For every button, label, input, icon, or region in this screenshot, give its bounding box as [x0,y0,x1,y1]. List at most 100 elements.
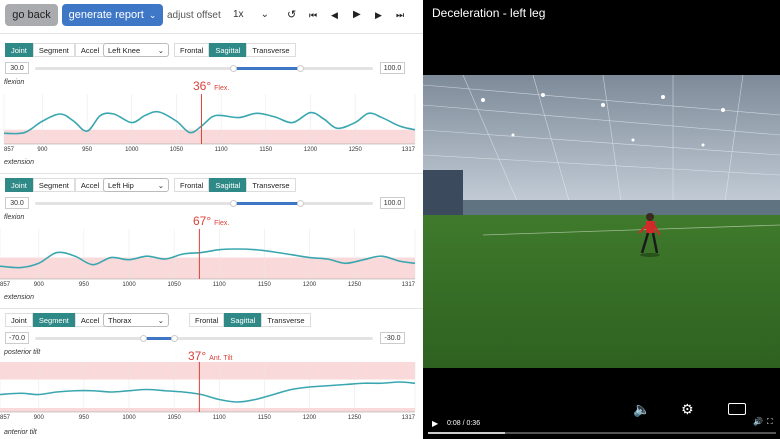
mode-tab-joint[interactable]: Joint [5,43,33,57]
line-chart[interactable]: 857 900 950 1000 1050 1100 1150 1200 1250 1317 [0,362,423,432]
reading-value: 36° [193,79,212,93]
mode-tab-joint[interactable]: Joint [5,313,33,327]
speed-select[interactable]: 1x ⌄ [233,9,269,20]
fullscreen-icon[interactable]: ⛶ [767,417,773,426]
mode-tab-accel[interactable]: Accel [74,313,106,327]
plane-tab-frontal[interactable]: Frontal [189,313,225,327]
range-slider-fill [143,337,174,340]
chevron-down-icon: ⌄ [157,45,164,55]
plane-tabs: Frontal Sagittal Transverse [174,178,296,192]
play-icon[interactable]: ▶ [353,9,361,20]
mode-tabs: Joint Segment Accel [5,178,106,192]
x-tick-label: 900 [37,147,48,153]
range-min-input[interactable]: 30.0 [5,197,29,209]
x-tick-label: 1200 [304,147,318,153]
plane-tab-frontal[interactable]: Frontal [174,43,210,57]
speed-value: 1x [233,9,244,20]
stadium-scene [423,75,780,368]
pip-icon[interactable] [728,403,746,415]
x-tick-label: 950 [82,147,93,153]
line-chart[interactable]: 857 900 950 1000 1050 1100 1150 1200 1250 1317 [0,229,423,299]
video-progress-bar[interactable] [428,432,776,434]
x-tick-label: 857 [0,282,11,288]
mode-tabs: Joint Segment Accel [5,43,106,57]
x-tick-label: 857 [4,147,15,153]
generate-report-label: generate report [68,9,144,21]
range-min-input[interactable]: 30.0 [5,62,29,74]
bottom-axis-label: anterior tilt [4,429,37,436]
volume-icon[interactable]: 🔊 [753,417,763,426]
volume-icon[interactable]: 🔈 [633,401,651,417]
range-max-input[interactable]: 100.0 [380,62,405,74]
generate-report-button[interactable]: generate report ⌄ [62,4,163,26]
chevron-down-icon: ⌄ [157,180,164,190]
panel-divider [0,173,423,174]
plane-tabs: Frontal Sagittal Transverse [189,313,311,327]
x-tick-label: 1317 [402,415,416,421]
reading-value: 67° [193,214,212,228]
range-slider-min-handle[interactable] [140,335,147,342]
chevron-down-icon: ⌄ [148,9,157,20]
segment-select[interactable]: Left Hip ⌄ [103,178,169,192]
skip-end-icon[interactable]: ⏭ [396,10,405,20]
undo-icon[interactable]: ↺ [287,9,297,21]
range-max-input[interactable]: 100.0 [380,197,405,209]
range-slider-max-handle[interactable] [297,65,304,72]
x-tick-label: 950 [79,282,90,288]
go-back-button[interactable]: go back [5,4,58,26]
reading-unit: Flex. [214,85,230,92]
mode-tab-segment[interactable]: Segment [32,43,75,57]
current-reading: 36° Flex. [193,77,229,95]
x-tick-label: 1250 [348,147,362,153]
video-title: Deceleration - left leg [432,6,546,20]
analysis-panel: go back generate report ⌄ adjust offset … [0,4,423,439]
video-time: 0:08 / 0:36 [447,420,481,427]
range-slider-min-handle[interactable] [230,65,237,72]
mode-tab-accel[interactable]: Accel [74,178,106,192]
plane-tab-sagittal[interactable]: Sagittal [209,43,247,57]
plane-tab-sagittal[interactable]: Sagittal [209,178,247,192]
range-slider-track[interactable] [35,67,373,70]
skip-start-icon[interactable]: ⏮ [309,10,318,20]
line-chart[interactable]: 857 900 950 1000 1050 1100 1150 1200 1250 1317 [0,94,423,164]
x-tick-label: 1150 [258,282,272,288]
range-slider-max-handle[interactable] [297,200,304,207]
segment-select[interactable]: Left Knee ⌄ [103,43,169,57]
range-max-input[interactable]: -30.0 [380,332,405,344]
player-figure [638,213,661,254]
settings-icon[interactable]: ⚙ [681,401,694,417]
plane-tab-transverse[interactable]: Transverse [261,313,311,327]
x-tick-label: 1100 [215,147,229,153]
step-back-icon[interactable]: ◀ [331,10,338,20]
x-tick-label: 1317 [402,147,416,153]
chart-panel: Joint Segment Accel Left Hip ⌄ Frontal Sagitta… [0,177,423,310]
x-tick-label: 1000 [125,147,139,153]
plane-tab-frontal[interactable]: Frontal [174,178,210,192]
x-tick-label: 857 [0,415,11,421]
play-icon[interactable]: ▶ [432,419,439,428]
x-tick-label: 1000 [122,415,136,421]
chart-panel: Joint Segment Accel Thorax ⌄ Frontal Sagittal T… [0,312,423,439]
plane-tab-transverse[interactable]: Transverse [246,178,296,192]
range-slider-min-handle[interactable] [230,200,237,207]
mode-tab-accel[interactable]: Accel [74,43,106,57]
mode-tab-segment[interactable]: Segment [32,178,75,192]
plane-tab-transverse[interactable]: Transverse [246,43,296,57]
highlight-band [4,129,415,144]
x-tick-label: 1150 [259,147,273,153]
video-frame[interactable] [423,75,780,368]
mode-tab-joint[interactable]: Joint [5,178,33,192]
range-min-input[interactable]: -70.0 [5,332,29,344]
step-forward-icon[interactable]: ▶ [375,10,382,20]
segment-value: Left Knee [108,45,141,55]
range-slider-track[interactable] [35,337,373,340]
panel-divider [0,308,423,309]
video-progress-fill [428,432,505,434]
top-axis-label: posterior tilt [4,349,41,356]
plane-tab-sagittal[interactable]: Sagittal [224,313,262,327]
range-slider-max-handle[interactable] [171,335,178,342]
segment-select[interactable]: Thorax ⌄ [103,313,169,327]
chart-panel: Joint Segment Accel Left Knee ⌄ Frontal Sagitt… [0,42,423,175]
range-slider-track[interactable] [35,202,373,205]
mode-tab-segment[interactable]: Segment [32,313,75,327]
